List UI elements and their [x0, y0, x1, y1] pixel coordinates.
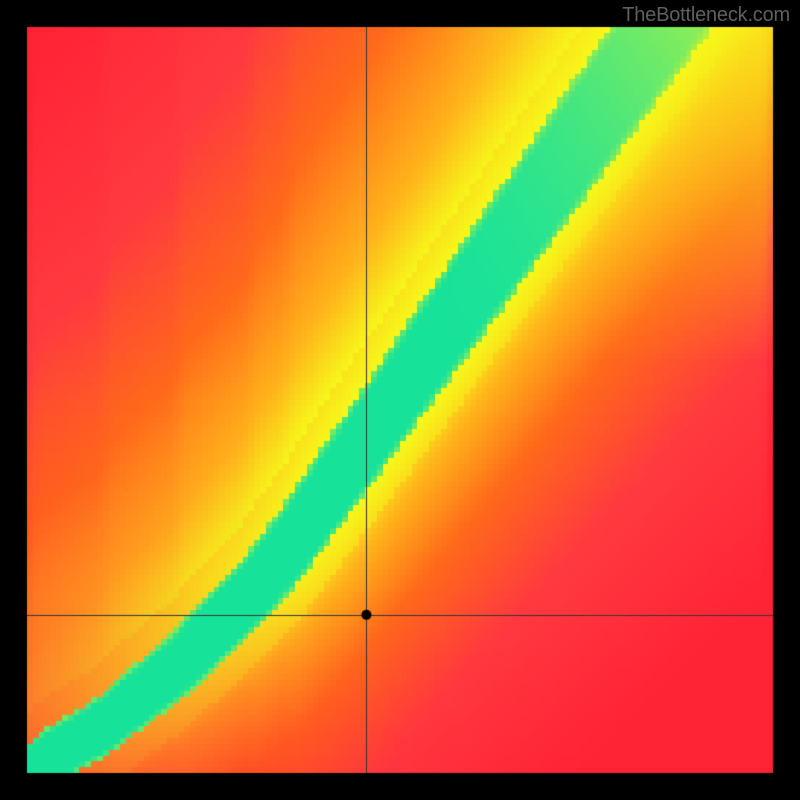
chart-container: TheBottleneck.com: [0, 0, 800, 800]
attribution-text: TheBottleneck.com: [622, 4, 790, 27]
heatmap-canvas: [0, 0, 800, 800]
